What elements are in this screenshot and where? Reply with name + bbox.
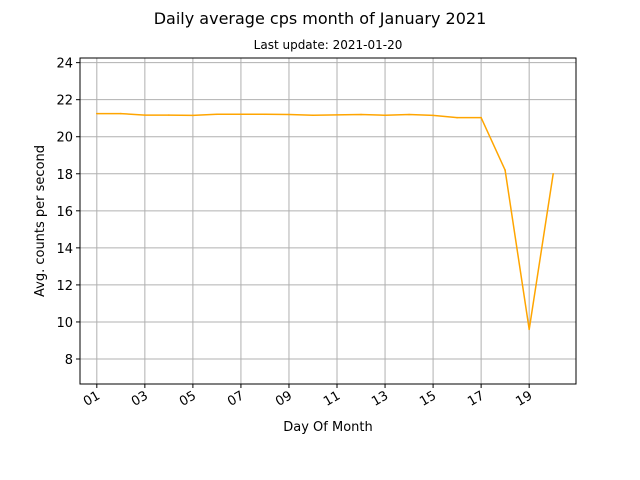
data-point [384,114,386,117]
data-point [336,114,338,116]
x-tick-label: 07 [225,388,247,409]
data-point [240,113,242,116]
data-point [480,116,482,119]
y-tick-label: 12 [56,279,73,294]
data-point [168,114,170,116]
data-point [264,113,266,116]
data-point [528,328,530,331]
data-point [504,169,506,171]
x-tick-label: 17 [465,388,487,409]
data-point [144,114,146,116]
x-tick-label: 03 [129,388,151,409]
data-point [288,113,290,116]
data-point [456,116,458,119]
y-tick-label: 14 [56,242,73,257]
data-point [360,113,362,116]
data-point [432,114,434,117]
x-tick-label: 01 [81,388,103,409]
x-axis: 01 03 05 07 09 11 13 15 17 19 [81,384,535,410]
data-point [408,113,410,116]
chart-title: Daily average cps month of January 2021 [154,9,487,28]
y-tick-label: 8 [65,353,73,368]
x-tick-label: 19 [513,388,535,409]
data-point [120,112,122,115]
data-point [552,172,554,175]
x-tick-label: 09 [273,388,295,409]
series-layer [96,112,554,331]
data-point [192,114,194,117]
y-axis: 8 10 12 14 16 18 20 22 24 [56,57,80,368]
y-tick-label: 24 [56,57,73,72]
y-tick-label: 16 [56,205,73,220]
plot-area [79,57,577,385]
grid-lines [80,58,576,384]
data-point [312,114,314,117]
y-tick-label: 18 [56,168,73,183]
series-line [96,112,554,330]
y-tick-label: 22 [56,94,73,109]
x-tick-label: 13 [369,388,391,409]
y-axis-label: Avg. counts per second [33,145,48,297]
data-point [96,112,98,115]
y-tick-label: 20 [56,131,73,146]
x-tick-label: 11 [321,388,343,409]
x-tick-label: 05 [177,388,199,409]
data-point [216,113,218,116]
y-tick-label: 10 [56,316,73,331]
x-axis-label: Day Of Month [283,420,373,435]
x-tick-label: 15 [417,388,439,409]
chart-subtitle: Last update: 2021-01-20 [254,38,403,52]
